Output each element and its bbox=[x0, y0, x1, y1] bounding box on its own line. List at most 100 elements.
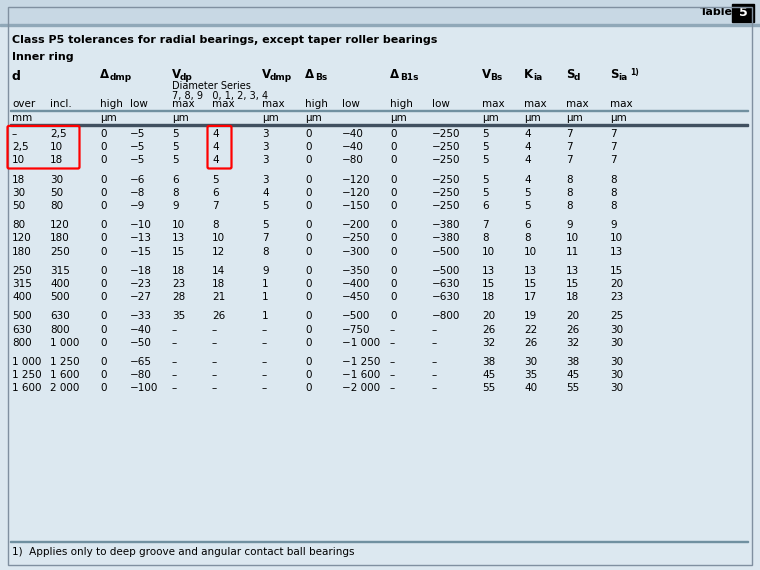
Text: high: high bbox=[390, 99, 413, 109]
Text: low: low bbox=[130, 99, 148, 109]
Text: –: – bbox=[262, 370, 268, 380]
Text: 8: 8 bbox=[566, 174, 572, 185]
Text: 5: 5 bbox=[482, 188, 489, 198]
Text: max: max bbox=[610, 99, 632, 109]
Text: 10: 10 bbox=[524, 247, 537, 256]
Text: −250: −250 bbox=[432, 129, 461, 139]
Text: 0: 0 bbox=[100, 357, 106, 367]
Text: incl.: incl. bbox=[50, 99, 71, 109]
Text: 0: 0 bbox=[305, 142, 312, 152]
Text: 7: 7 bbox=[610, 156, 616, 165]
Text: 0: 0 bbox=[305, 292, 312, 302]
Text: μm: μm bbox=[305, 113, 321, 123]
Text: −250: −250 bbox=[432, 142, 461, 152]
Text: −200: −200 bbox=[342, 220, 370, 230]
Text: –: – bbox=[212, 338, 217, 348]
Text: −1 600: −1 600 bbox=[342, 370, 380, 380]
Text: 0: 0 bbox=[100, 311, 106, 321]
Text: –: – bbox=[390, 370, 395, 380]
Text: Table: Table bbox=[700, 7, 733, 17]
Text: 3: 3 bbox=[262, 142, 268, 152]
Text: 20: 20 bbox=[482, 311, 495, 321]
Text: −380: −380 bbox=[432, 220, 461, 230]
Text: −250: −250 bbox=[342, 233, 371, 243]
Text: 2 000: 2 000 bbox=[50, 384, 79, 393]
Text: 30: 30 bbox=[610, 370, 623, 380]
Text: 35: 35 bbox=[172, 311, 185, 321]
Text: low: low bbox=[342, 99, 360, 109]
Text: low: low bbox=[432, 99, 450, 109]
Text: −120: −120 bbox=[342, 188, 371, 198]
Text: 15: 15 bbox=[610, 266, 623, 276]
Text: 13: 13 bbox=[610, 247, 623, 256]
Text: −500: −500 bbox=[342, 311, 370, 321]
Bar bbox=[0, 0, 760, 24]
Text: S: S bbox=[610, 68, 619, 82]
Text: −40: −40 bbox=[342, 142, 364, 152]
Text: 8: 8 bbox=[610, 188, 616, 198]
Text: –: – bbox=[432, 357, 437, 367]
Text: 400: 400 bbox=[50, 279, 70, 289]
Text: 30: 30 bbox=[610, 338, 623, 348]
Text: 17: 17 bbox=[524, 292, 537, 302]
Text: 55: 55 bbox=[566, 384, 579, 393]
Text: 9: 9 bbox=[610, 220, 616, 230]
Text: 4: 4 bbox=[212, 156, 219, 165]
Text: 0: 0 bbox=[305, 188, 312, 198]
Text: 1 600: 1 600 bbox=[50, 370, 80, 380]
Text: ia: ia bbox=[618, 74, 627, 83]
Text: –: – bbox=[432, 338, 437, 348]
Text: −15: −15 bbox=[130, 247, 152, 256]
Text: −5: −5 bbox=[130, 129, 145, 139]
Text: 35: 35 bbox=[524, 370, 537, 380]
Text: 250: 250 bbox=[12, 266, 32, 276]
Text: 32: 32 bbox=[566, 338, 579, 348]
Text: 5: 5 bbox=[262, 201, 268, 211]
Text: –: – bbox=[212, 370, 217, 380]
Text: Δ: Δ bbox=[390, 68, 399, 82]
Text: 18: 18 bbox=[566, 292, 579, 302]
Text: −450: −450 bbox=[342, 292, 371, 302]
Text: 0: 0 bbox=[305, 220, 312, 230]
Text: 30: 30 bbox=[610, 357, 623, 367]
Text: 30: 30 bbox=[50, 174, 63, 185]
Text: 13: 13 bbox=[172, 233, 185, 243]
Text: 32: 32 bbox=[482, 338, 496, 348]
Text: –: – bbox=[172, 384, 177, 393]
Text: 8: 8 bbox=[524, 233, 530, 243]
Text: 1)  Applies only to deep groove and angular contact ball bearings: 1) Applies only to deep groove and angul… bbox=[12, 547, 354, 557]
Text: 8: 8 bbox=[482, 233, 489, 243]
Text: 0: 0 bbox=[305, 247, 312, 256]
Text: 9: 9 bbox=[262, 266, 268, 276]
Text: dp: dp bbox=[180, 74, 193, 83]
Text: μm: μm bbox=[610, 113, 627, 123]
Text: 3: 3 bbox=[262, 156, 268, 165]
Text: −5: −5 bbox=[130, 142, 145, 152]
Text: 0: 0 bbox=[390, 247, 397, 256]
Text: 0: 0 bbox=[390, 311, 397, 321]
Text: 23: 23 bbox=[610, 292, 623, 302]
Text: −80: −80 bbox=[342, 156, 364, 165]
Text: 45: 45 bbox=[482, 370, 496, 380]
Text: S: S bbox=[566, 68, 575, 82]
Text: 7: 7 bbox=[482, 220, 489, 230]
Text: −250: −250 bbox=[432, 188, 461, 198]
Text: 4: 4 bbox=[524, 174, 530, 185]
Text: 6: 6 bbox=[482, 201, 489, 211]
Text: 7, 8, 9   0, 1, 2, 3, 4: 7, 8, 9 0, 1, 2, 3, 4 bbox=[172, 91, 268, 101]
Text: 0: 0 bbox=[390, 201, 397, 211]
Text: 8: 8 bbox=[566, 201, 572, 211]
Text: 7: 7 bbox=[212, 201, 219, 211]
Text: 5: 5 bbox=[524, 201, 530, 211]
Text: 30: 30 bbox=[610, 324, 623, 335]
Text: d: d bbox=[12, 70, 21, 83]
Text: V: V bbox=[482, 68, 491, 82]
Text: −250: −250 bbox=[432, 201, 461, 211]
Text: 1: 1 bbox=[262, 292, 268, 302]
Text: 8: 8 bbox=[566, 188, 572, 198]
Text: −27: −27 bbox=[130, 292, 152, 302]
Text: 19: 19 bbox=[524, 311, 537, 321]
Text: μm: μm bbox=[566, 113, 583, 123]
Text: –: – bbox=[172, 338, 177, 348]
Text: –: – bbox=[432, 324, 437, 335]
